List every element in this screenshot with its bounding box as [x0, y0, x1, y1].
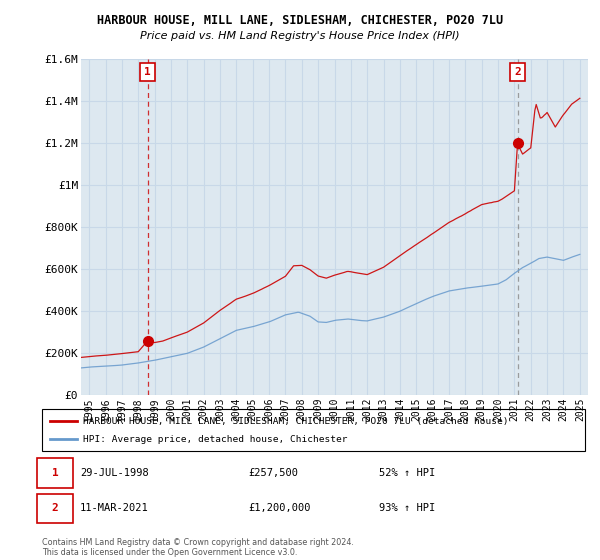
Text: 1: 1: [145, 67, 151, 77]
Text: £1,200,000: £1,200,000: [248, 503, 311, 513]
Text: 93% ↑ HPI: 93% ↑ HPI: [379, 503, 435, 513]
Text: 52% ↑ HPI: 52% ↑ HPI: [379, 468, 435, 478]
FancyBboxPatch shape: [37, 493, 73, 523]
Text: Price paid vs. HM Land Registry's House Price Index (HPI): Price paid vs. HM Land Registry's House …: [140, 31, 460, 41]
Text: 2: 2: [514, 67, 521, 77]
Text: HPI: Average price, detached house, Chichester: HPI: Average price, detached house, Chic…: [83, 435, 347, 445]
FancyBboxPatch shape: [37, 458, 73, 488]
Text: Contains HM Land Registry data © Crown copyright and database right 2024.
This d: Contains HM Land Registry data © Crown c…: [42, 538, 354, 557]
Text: 2: 2: [52, 503, 58, 513]
Text: 29-JUL-1998: 29-JUL-1998: [80, 468, 149, 478]
Text: HARBOUR HOUSE, MILL LANE, SIDLESHAM, CHICHESTER, PO20 7LU: HARBOUR HOUSE, MILL LANE, SIDLESHAM, CHI…: [97, 14, 503, 27]
Text: HARBOUR HOUSE, MILL LANE, SIDLESHAM, CHICHESTER, PO20 7LU (detached house): HARBOUR HOUSE, MILL LANE, SIDLESHAM, CHI…: [83, 417, 508, 426]
Text: 1: 1: [52, 468, 58, 478]
Text: 11-MAR-2021: 11-MAR-2021: [80, 503, 149, 513]
Text: £257,500: £257,500: [248, 468, 298, 478]
